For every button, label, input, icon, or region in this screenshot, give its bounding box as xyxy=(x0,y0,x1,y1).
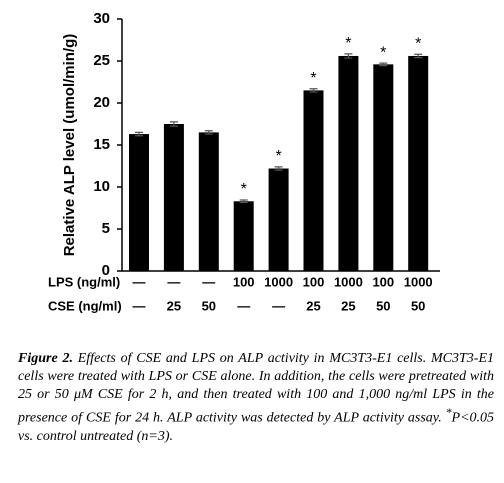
y-tick-label: 0 xyxy=(102,262,110,279)
bar xyxy=(198,132,219,271)
bar xyxy=(233,201,254,271)
x-tick-label: 1000 xyxy=(334,274,363,289)
chart: Relative ALP level (umol/min/g) 0 5 10 15 20… xyxy=(48,10,440,313)
footnote-mark: * xyxy=(445,406,452,419)
row-label: LPS (ng/ml) xyxy=(48,274,120,289)
x-tick-label: 1000 xyxy=(264,274,293,289)
x-tick-label: 50 xyxy=(411,298,425,313)
y-axis-title: Relative ALP level (umol/min/g) xyxy=(61,34,78,257)
bar xyxy=(373,64,394,271)
error-bar xyxy=(309,88,318,93)
bar xyxy=(303,90,324,272)
y-tick-label: 25 xyxy=(93,52,110,69)
error-bar xyxy=(204,130,213,135)
x-tick-label: — xyxy=(237,298,250,313)
y-tick-label: 20 xyxy=(93,94,110,111)
caption-text: Effects of CSE and LPS on ALP activity i… xyxy=(18,351,495,426)
error-bar xyxy=(274,166,283,171)
x-tick-label: 25 xyxy=(167,298,181,313)
x-tick-label: — xyxy=(167,274,180,289)
caption: Figure 2. Effects of CSE and LPS on ALP … xyxy=(18,350,494,446)
x-tick-label: 100 xyxy=(233,274,255,289)
bar xyxy=(268,168,289,271)
caption-label: Figure 2. xyxy=(18,351,73,366)
x-tick-label: 50 xyxy=(202,298,216,313)
significance-mark: * xyxy=(345,35,351,52)
x-tick-label: — xyxy=(202,274,215,289)
significance-mark: * xyxy=(380,44,386,61)
x-tick-label: 25 xyxy=(341,298,355,313)
bar xyxy=(408,55,429,272)
x-tick-label: — xyxy=(272,298,285,313)
bar xyxy=(338,55,359,272)
x-tick-label: 1000 xyxy=(404,274,433,289)
y-tick-label: 15 xyxy=(93,136,110,153)
x-tick-label: 100 xyxy=(303,274,325,289)
bar xyxy=(163,124,184,271)
significance-mark: * xyxy=(241,181,247,198)
error-bar xyxy=(344,53,353,59)
error-bar xyxy=(135,131,143,137)
x-tick-label: — xyxy=(133,298,146,313)
significance-mark: * xyxy=(310,70,316,87)
y-tick-label: 5 xyxy=(102,220,110,237)
x-tick-label: 100 xyxy=(372,274,394,289)
bar xyxy=(129,134,149,271)
error-bar xyxy=(169,121,178,127)
error-bar xyxy=(414,53,423,59)
significance-mark: * xyxy=(275,148,281,165)
y-tick-label: 30 xyxy=(93,10,110,27)
significance-mark: * xyxy=(415,35,421,52)
x-tick-label: — xyxy=(133,274,146,289)
x-tick-label: 50 xyxy=(376,298,390,313)
y-tick-label: 10 xyxy=(93,178,110,195)
x-tick-label: 25 xyxy=(306,298,320,313)
footnote: P<0.05 vs. control untreated (n=3). xyxy=(18,410,495,444)
row-label: CSE (ng/ml) xyxy=(48,298,122,313)
error-bar xyxy=(379,62,388,67)
error-bar xyxy=(239,199,248,204)
